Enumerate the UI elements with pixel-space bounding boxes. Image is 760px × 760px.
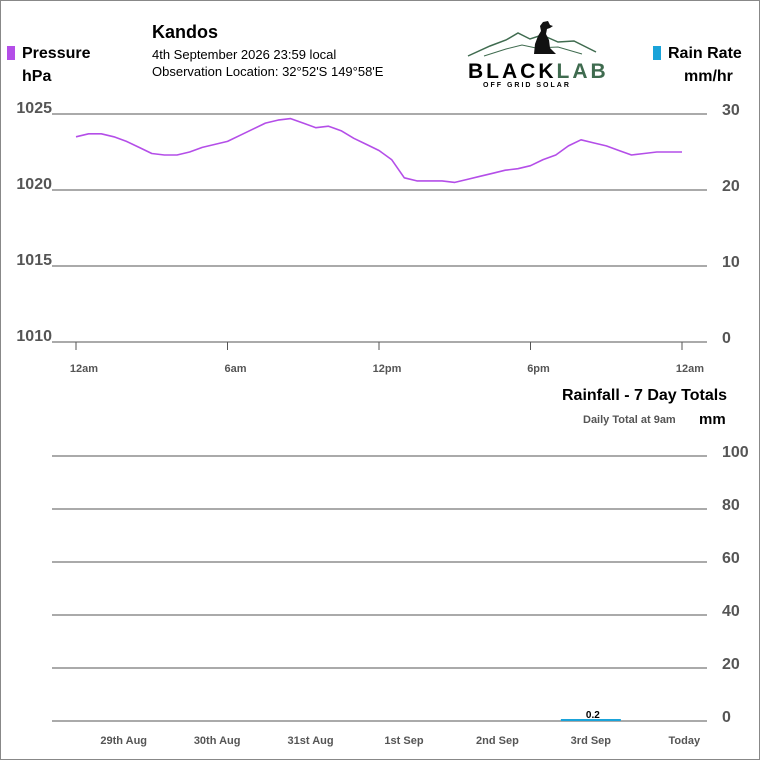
rainfall-tick-label: 60 xyxy=(722,550,740,567)
pressure-tick-label: 1015 xyxy=(16,252,52,269)
time-tick-label: 12am xyxy=(70,363,98,375)
logo-brand-green: LAB xyxy=(556,60,609,83)
rainfall-tick-label: 100 xyxy=(722,444,749,461)
time-tick-label: 12pm xyxy=(373,363,402,375)
pressure-tick-label: 1025 xyxy=(16,100,52,117)
rainfall-day-label: Today xyxy=(668,735,700,747)
time-tick-label: 6am xyxy=(224,363,246,375)
rain-rate-tick-label: 10 xyxy=(722,254,740,271)
rainfall-unit: mm xyxy=(699,411,726,428)
dog-mountain-icon xyxy=(467,21,597,57)
pressure-axis-label: Pressure xyxy=(22,45,91,62)
rainfall-day-label: 29th Aug xyxy=(100,735,147,747)
rainfall-day-label: 1st Sep xyxy=(384,735,423,747)
blacklab-logo: BLACKLAB OFF GRID SOLAR xyxy=(462,18,606,94)
rainfall-day-label: 2nd Sep xyxy=(476,735,519,747)
rainfall-chart-title: Rainfall - 7 Day Totals xyxy=(562,387,728,404)
time-tick-label: 12am xyxy=(676,363,704,375)
rainfall-tick-label: 0 xyxy=(722,709,731,726)
logo-brand-text: BLACKLAB xyxy=(468,60,609,83)
logo-brand-black: BLACK xyxy=(468,60,557,83)
rainfall-tick-label: 80 xyxy=(722,497,740,514)
time-tick-label: 6pm xyxy=(527,363,550,375)
station-name: Kandos xyxy=(152,22,219,42)
pressure-tick-label: 1020 xyxy=(16,176,52,193)
rainfall-day-label: 31st Aug xyxy=(288,735,334,747)
rainfall-day-label: 30th Aug xyxy=(194,735,241,747)
date-line: 4th September 2026 23:59 local xyxy=(152,47,337,62)
rain-rate-tick-label: 30 xyxy=(722,102,740,119)
pressure-legend-swatch xyxy=(7,46,15,60)
location-line: Observation Location: 32°52'S 149°58'E xyxy=(152,64,384,79)
rainfall-chart-subtitle: Daily Total at 9am xyxy=(583,414,676,426)
rainfall-bar xyxy=(560,719,621,721)
logo-tagline: OFF GRID SOLAR xyxy=(483,82,571,89)
rainfall-tick-label: 20 xyxy=(722,656,740,673)
pressure-line xyxy=(75,117,682,184)
logo-brand: BLACKLAB xyxy=(468,60,609,84)
rainfall-day-label: 3rd Sep xyxy=(571,735,612,747)
rainfall-bar-value-label: 0.2 xyxy=(586,710,600,721)
rain-rate-tick-label: 0 xyxy=(722,330,731,347)
rain-rate-axis-label: Rain Rate xyxy=(668,45,742,62)
pressure-tick-label: 1010 xyxy=(16,328,52,345)
pressure-axis-unit: hPa xyxy=(22,68,52,85)
rain-rate-axis-unit: mm/hr xyxy=(684,68,733,85)
rainfall-tick-label: 40 xyxy=(722,603,740,620)
rain-rate-legend-swatch xyxy=(653,46,661,60)
rain-rate-tick-label: 20 xyxy=(722,178,740,195)
